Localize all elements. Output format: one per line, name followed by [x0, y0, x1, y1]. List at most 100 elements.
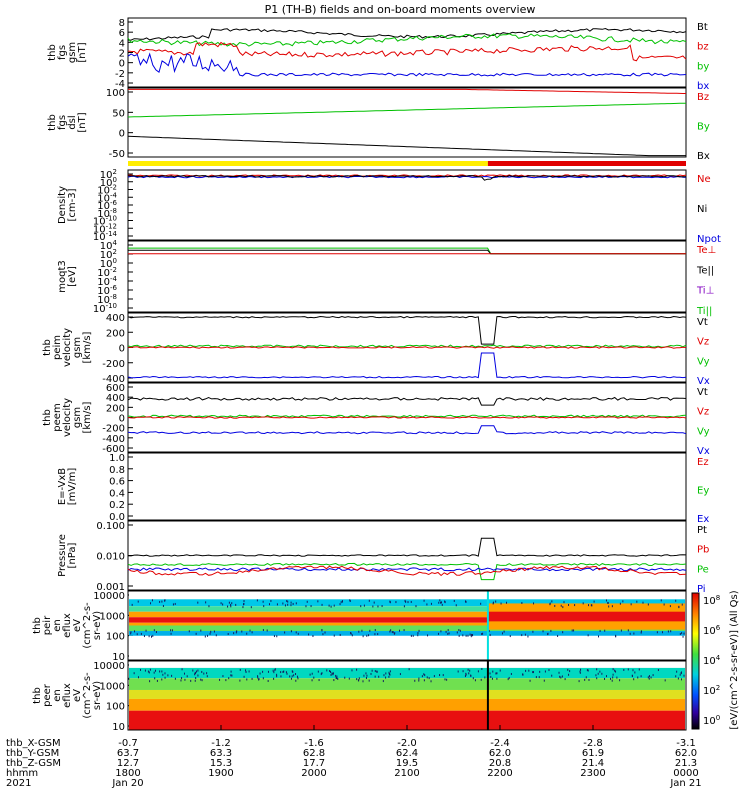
heatmap-speckle: [167, 674, 169, 677]
heatmap-speckle: [538, 676, 540, 679]
series-line-peem-2: [127, 416, 687, 419]
heatmap-speckle: [134, 630, 136, 633]
heatmap-speckle: [637, 676, 639, 679]
heatmap-speckle: [267, 670, 269, 673]
heatmap-speckle: [474, 679, 476, 682]
heatmap-speckle: [309, 673, 311, 676]
heatmap-speckle: [161, 678, 163, 681]
legend-By: By: [697, 122, 710, 133]
x-tick-label: Jan 21: [669, 778, 701, 789]
y-axis-label: gsm: [67, 42, 78, 63]
heatmap-speckle: [444, 600, 446, 603]
heatmap-speckle: [532, 671, 534, 674]
heatmap-speckle: [569, 670, 571, 673]
heatmap-speckle: [389, 600, 391, 603]
y-tick-label: 0.100: [96, 521, 125, 532]
y-axis-label: (cm^2-s-: [82, 602, 93, 649]
heatmap-speckle: [544, 670, 546, 673]
heatmap-speckle: [356, 668, 358, 671]
heatmap-speckle: [368, 599, 370, 602]
y-tick-label: 10-10: [93, 215, 117, 228]
heatmap-speckle: [657, 669, 659, 672]
y-tick-label: 0.4: [109, 488, 125, 499]
x-tick-label: 15.3: [210, 758, 232, 769]
heatmap-speckle: [615, 670, 617, 673]
y-tick-label: 100: [100, 257, 117, 270]
y-axis-label: [cm-3]: [67, 188, 78, 221]
heatmap-speckle: [588, 604, 590, 607]
heatmap-speckle: [500, 602, 502, 605]
panel-peer: 10000 1000 100 10 thb peer en eflux eV (cm^2-s-sr…: [32, 660, 687, 733]
legend-Vt: Vt: [697, 387, 708, 398]
heatmap-speckle: [295, 679, 297, 682]
series-line-peim-0: [127, 315, 687, 345]
heatmap-speckle: [599, 670, 601, 673]
heatmap-speckle: [266, 629, 268, 632]
y-tick-label: 0: [119, 129, 125, 140]
heatmap-speckle: [180, 679, 182, 682]
heatmap-speckle: [151, 599, 153, 602]
heatmap-speckle: [170, 629, 172, 632]
heatmap-speckle: [335, 674, 337, 677]
heatmap-speckle: [389, 601, 391, 604]
heatmap-speckle: [206, 675, 208, 678]
y-tick-label: 0.2: [109, 500, 125, 511]
heatmap-speckle: [195, 632, 197, 635]
y-tick-label: 200: [106, 403, 125, 414]
y-axis-label: eV: [72, 689, 83, 702]
heatmap-speckle: [273, 671, 275, 674]
x-tick-label: -2.4: [490, 738, 510, 749]
y-tick-label: 10-2: [97, 184, 117, 197]
heatmap-band-0: [129, 661, 685, 668]
heatmap-speckle: [453, 599, 455, 602]
heatmap-speckle: [664, 679, 666, 682]
heatmap-speckle: [148, 671, 150, 674]
heatmap-speckle: [414, 679, 416, 682]
series-line-fgs_dsl-1: [127, 102, 687, 118]
heatmap-speckle: [243, 675, 245, 678]
heatmap-speckle: [599, 629, 601, 632]
heatmap-speckle: [272, 669, 274, 672]
y-tick-label: 0.0: [109, 512, 125, 523]
heatmap-speckle: [439, 674, 441, 677]
heatmap-speckle: [574, 604, 576, 607]
heatmap-speckle: [426, 676, 428, 679]
y-axis-label: velocity: [62, 398, 73, 437]
heatmap-speckle: [638, 668, 640, 671]
heatmap-speckle: [383, 674, 385, 677]
heatmap-speckle: [551, 600, 553, 603]
y-axis-label: dsl: [67, 115, 78, 129]
heatmap-speckle: [192, 669, 194, 672]
heatmap-speckle: [467, 668, 469, 671]
heatmap-speckle: [230, 603, 232, 606]
heatmap-speckle: [344, 676, 346, 679]
heatmap-speckle: [465, 634, 467, 637]
heatmap-speckle: [371, 669, 373, 672]
heatmap-speckle: [469, 669, 471, 672]
y-tick-label: 10-8: [97, 293, 117, 306]
heatmap-speckle: [616, 676, 618, 679]
heatmap-speckle: [181, 668, 183, 671]
heatmap-speckle: [144, 669, 146, 672]
heatmap-speckle: [205, 601, 207, 604]
heatmap-speckle: [222, 603, 224, 606]
heatmap-speckle: [533, 602, 535, 605]
heatmap-speckle: [399, 629, 401, 632]
y-tick-label: 1.0: [109, 453, 125, 464]
heatmap-speckle: [482, 632, 484, 635]
heatmap-speckle: [171, 674, 173, 677]
y-tick-label: 100: [106, 632, 125, 643]
heatmap-speckle: [428, 677, 430, 680]
heatmap-speckle: [470, 674, 472, 677]
y-axis-label: thb: [42, 409, 53, 426]
heatmap-speckle: [567, 668, 569, 671]
y-axis-label: Density: [57, 186, 68, 224]
heatmap-speckle: [532, 671, 534, 674]
heatmap-speckle: [539, 670, 541, 673]
x-tick-label: 1900: [208, 768, 233, 779]
x-tick-label: 63.7: [117, 748, 139, 759]
heatmap-speckle: [311, 672, 313, 675]
y-axis-label: thb: [47, 44, 58, 61]
panel-peir: 10000 1000 100 10 thb peir en eflux eV (cm^2-s-sr…: [32, 590, 687, 663]
